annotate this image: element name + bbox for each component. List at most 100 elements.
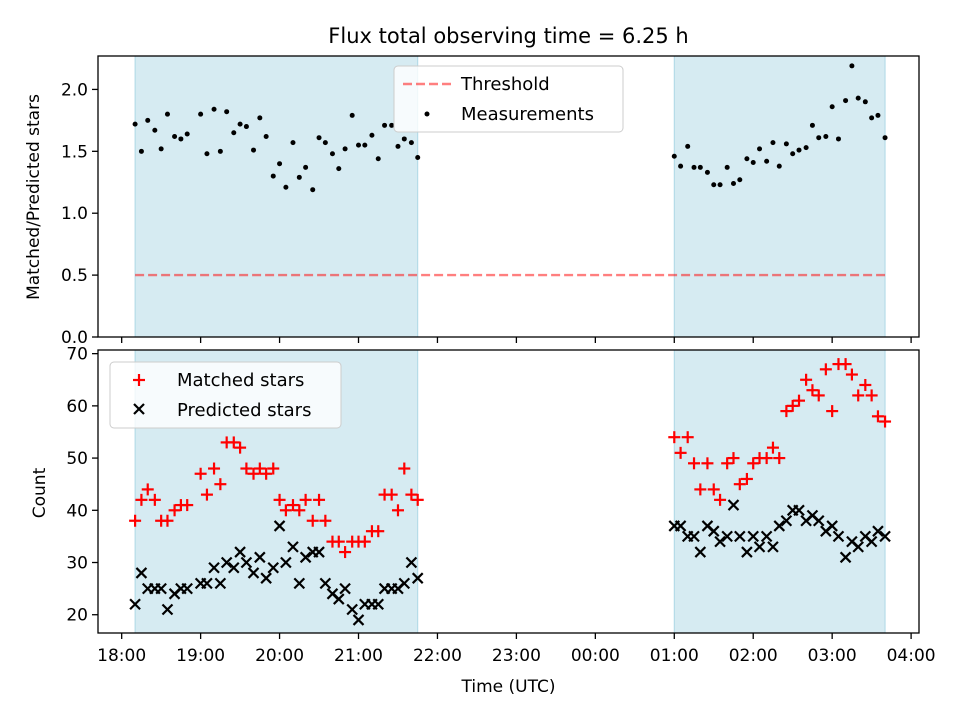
ratio-axes: 0.0 0.5 1.0 1.5 2.0: [61, 55, 920, 348]
measurement-point: [172, 133, 178, 139]
predicted-point: [826, 520, 838, 532]
predicted-point: [228, 561, 240, 574]
measurement-point: [764, 158, 770, 164]
predicted-point: [339, 582, 351, 595]
measurement-point: [178, 136, 184, 142]
x-tick-label: 22:00: [413, 646, 462, 666]
measurement-point: [336, 166, 342, 172]
measurement-point: [231, 130, 237, 136]
predicted-point: [767, 541, 779, 553]
matched-point: [286, 499, 299, 512]
measurement-point: [224, 109, 230, 115]
measurement-point: [704, 169, 710, 175]
matched-point: [181, 499, 194, 512]
matched-point: [852, 389, 865, 402]
count-points-layer: [129, 358, 892, 626]
ratio-y-tick-label: 1.5: [61, 142, 88, 162]
measurement-point: [164, 111, 170, 117]
matched-point: [780, 405, 793, 418]
count-axes: 20 30 40 50 60 70 18:00 19:00 20:00 21:00 22:00 23:…: [66, 345, 935, 666]
matched-point: [200, 488, 213, 501]
measurement-point: [717, 182, 723, 188]
x-axis-label: Time (UTC): [461, 677, 556, 697]
x-tick-label: 03:00: [808, 646, 857, 666]
matched-point: [681, 431, 694, 444]
measurement-point: [263, 133, 269, 139]
measurement-point: [790, 151, 796, 157]
matched-point: [800, 373, 813, 386]
matched-point: [299, 493, 312, 506]
measurement-point: [303, 164, 309, 170]
predicted-point: [214, 577, 227, 590]
x-tick-label: 18:00: [97, 646, 146, 666]
measurement-point: [237, 121, 243, 127]
matched-point: [871, 410, 884, 423]
measurement-point: [145, 117, 151, 123]
matched-point: [826, 405, 839, 418]
matched-point: [161, 514, 174, 527]
matched-point: [721, 457, 734, 470]
predicted-point: [747, 530, 759, 543]
ratio-y-axis-label: Matched/Predicted stars: [24, 94, 44, 300]
measurement-point: [211, 106, 217, 112]
matched-point: [766, 441, 779, 454]
matched-point: [194, 467, 207, 480]
predicted-point: [220, 556, 233, 569]
measurement-point: [184, 131, 190, 137]
matched-point: [358, 535, 371, 548]
measurement-point: [270, 173, 276, 179]
predicted-point: [753, 541, 766, 553]
matched-point: [688, 457, 701, 470]
predicted-point: [254, 551, 266, 564]
measurement-point: [862, 99, 868, 105]
ratio-y-tick-label: 2.0: [61, 80, 88, 100]
matched-point: [279, 504, 292, 517]
matched-point: [405, 488, 418, 501]
matched-point: [293, 504, 306, 517]
matched-point: [227, 436, 240, 449]
matched-point: [865, 389, 878, 402]
measurement-point: [329, 151, 335, 157]
matched-point: [339, 546, 352, 559]
ratio-observing-window-1: [673, 55, 886, 338]
matched-point: [707, 483, 720, 496]
measurement-point: [783, 141, 789, 147]
measurement-point: [737, 177, 743, 183]
measurement-point: [855, 95, 861, 101]
figure-title: Flux total observing time = 6.25 h: [328, 24, 688, 48]
matched-point: [306, 514, 319, 527]
matched-point: [273, 493, 286, 506]
matched-point: [313, 493, 326, 506]
predicted-point: [352, 614, 365, 626]
predicted-point: [234, 546, 246, 558]
measurement-point: [395, 143, 401, 149]
measurement-point: [711, 182, 717, 188]
matched-point: [773, 452, 786, 465]
predicted-point: [135, 567, 148, 579]
predicted-point: [780, 514, 793, 527]
matched-point: [859, 378, 872, 391]
predicted-point: [760, 530, 773, 543]
measurement-point: [349, 112, 355, 118]
measurement-point: [369, 132, 375, 138]
predicted-point: [832, 530, 845, 543]
matched-point: [141, 483, 154, 496]
measurement-point: [724, 164, 730, 170]
predicted-point: [812, 514, 825, 527]
predicted-point: [411, 572, 424, 584]
measurements-layer: [132, 63, 888, 193]
matched-point: [845, 368, 858, 381]
measurement-point: [342, 146, 348, 152]
measurement-point: [750, 159, 756, 165]
measurement-point: [875, 112, 881, 118]
predicted-point: [313, 546, 325, 558]
matched-point: [747, 457, 760, 470]
predicted-point: [247, 567, 260, 579]
measurement-point: [803, 145, 809, 151]
predicted-point: [372, 598, 385, 611]
predicted-point: [273, 520, 286, 532]
measurement-point: [671, 153, 677, 159]
legend-measurements-swatch: [424, 111, 430, 117]
count-legend: Matched stars Predicted stars: [109, 361, 342, 429]
count-y-tick-label: 70: [66, 345, 88, 365]
